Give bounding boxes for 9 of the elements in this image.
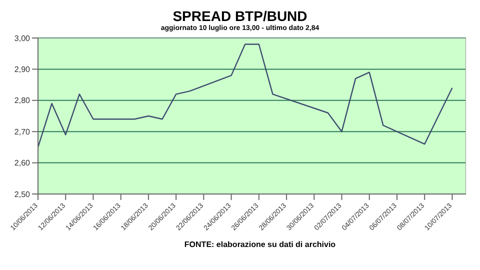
source-note: FONTE: elaborazione su dati di archivio xyxy=(183,240,337,249)
y-tick-label: 2,60 xyxy=(14,158,31,168)
line-series xyxy=(38,44,453,148)
y-tick-label: 2,90 xyxy=(14,65,31,74)
y-tick-label: 2,50 xyxy=(14,190,31,199)
chart-title: SPREAD BTP/BUND xyxy=(172,8,308,24)
y-tick-label: 2,70 xyxy=(14,127,31,136)
y-tick-label: 3,00 xyxy=(14,34,31,43)
y-tick-label: 2,80 xyxy=(14,96,31,106)
